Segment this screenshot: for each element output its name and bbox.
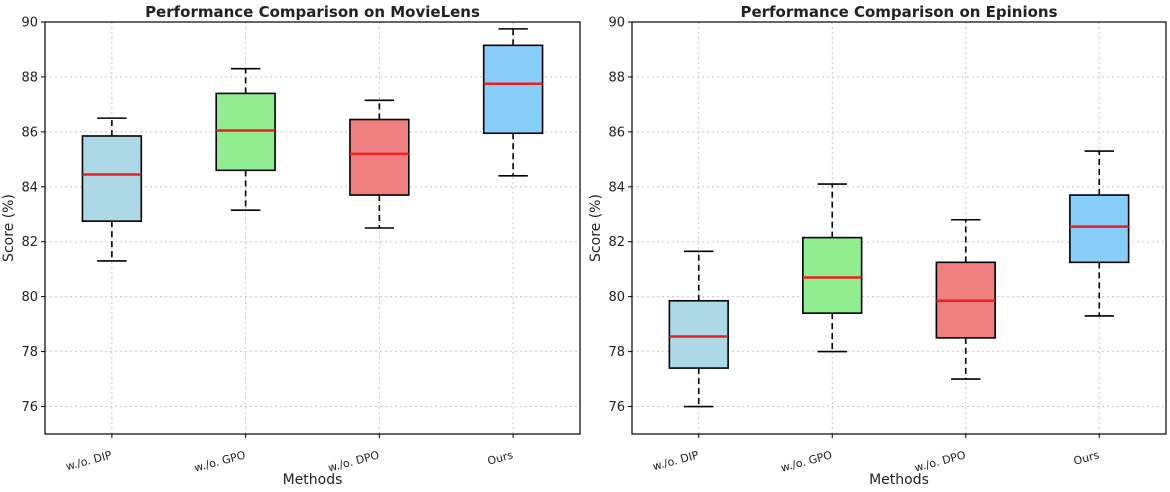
axes-frame	[44, 21, 581, 435]
x-tick-label: w./o. GPO	[193, 448, 247, 474]
y-tick-label: 90	[21, 16, 38, 31]
box-1	[668, 250, 729, 408]
axes-frame	[631, 21, 1167, 435]
x-tick-label: Ours	[486, 448, 515, 467]
box-2	[802, 183, 863, 353]
x-tick-label: Ours	[1072, 448, 1101, 467]
box-1	[81, 117, 143, 262]
y-tick-label: 88	[21, 70, 38, 85]
iqr-box	[668, 299, 729, 369]
iqr-box	[215, 92, 276, 172]
y-tick-label: 84	[608, 180, 625, 195]
x-axis-label: Methods	[283, 472, 343, 488]
chart-panel-1: 76 78 80 82 84 86 88 90 w./o. DIP w./o. GPO w./o. …	[1, 3, 581, 488]
iqr-box	[1069, 194, 1130, 264]
y-tick-label: 76	[608, 400, 625, 415]
box-3	[935, 218, 996, 380]
iqr-box	[81, 135, 143, 222]
iqr-box	[482, 44, 544, 135]
chart-panel-2: 76 78 80 82 84 86 88 90 w./o. DIP w./o. GPO w./o. …	[588, 3, 1167, 488]
y-axis-label: Score (%)	[588, 194, 604, 262]
chart-title: Performance Comparison on MovieLens	[145, 3, 480, 21]
x-tick-label: w./o. DPO	[327, 448, 381, 474]
y-tick-label: 86	[21, 125, 38, 140]
chart-title: Performance Comparison on Epinions	[740, 3, 1057, 21]
y-tick-label: 78	[608, 345, 625, 360]
iqr-box	[802, 236, 863, 314]
y-axis-label: Score (%)	[1, 194, 17, 262]
y-tick-label: 80	[21, 290, 38, 305]
y-tick-label: 76	[21, 400, 38, 415]
x-tick-label: w./o. DIP	[651, 448, 700, 473]
box-4	[1069, 150, 1130, 317]
y-tick-label: 86	[608, 125, 625, 140]
y-tick-label: 90	[608, 16, 625, 31]
box-3	[349, 99, 410, 229]
box-4	[482, 28, 544, 177]
y-tick-label: 84	[21, 180, 38, 195]
y-tick-label: 78	[21, 345, 38, 360]
y-tick-label: 82	[608, 235, 625, 250]
iqr-box	[349, 118, 410, 196]
y-tick-label: 82	[21, 235, 38, 250]
x-axis-label: Methods	[869, 472, 929, 488]
x-tick-label: w./o. GPO	[779, 448, 833, 474]
y-tick-label: 80	[608, 290, 625, 305]
y-tick-label: 88	[608, 70, 625, 85]
x-tick-label: w./o. DIP	[64, 448, 113, 473]
x-tick-label: w./o. DPO	[913, 448, 967, 474]
box-2	[215, 67, 276, 211]
